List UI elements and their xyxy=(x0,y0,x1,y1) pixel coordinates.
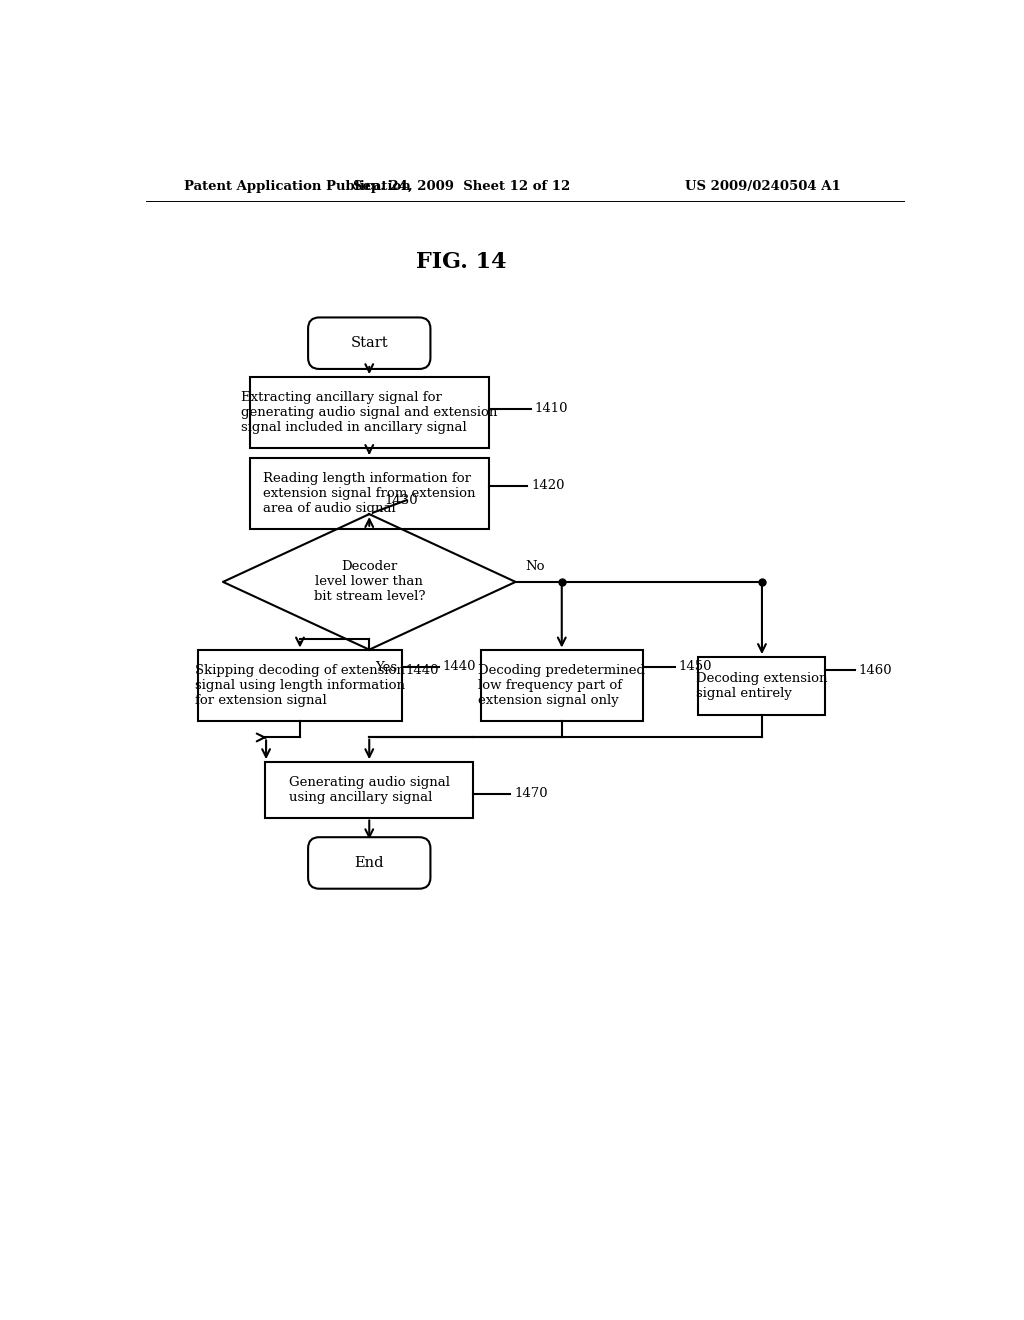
FancyBboxPatch shape xyxy=(250,458,488,529)
Text: 1470: 1470 xyxy=(514,787,548,800)
Text: 1450: 1450 xyxy=(679,660,713,673)
Text: 1420: 1420 xyxy=(531,479,564,492)
Text: Skipping decoding of extension
signal using length information
for extension sig: Skipping decoding of extension signal us… xyxy=(195,664,404,708)
FancyBboxPatch shape xyxy=(308,317,430,370)
Text: FIG. 14: FIG. 14 xyxy=(417,251,507,273)
FancyBboxPatch shape xyxy=(698,657,825,714)
Text: Sep. 24, 2009  Sheet 12 of 12: Sep. 24, 2009 Sheet 12 of 12 xyxy=(353,181,570,194)
Text: End: End xyxy=(354,855,384,870)
Text: Start: Start xyxy=(350,337,388,350)
Text: Patent Application Publication: Patent Application Publication xyxy=(184,181,412,194)
Text: Decoding predetermined
low frequency part of
extension signal only: Decoding predetermined low frequency par… xyxy=(478,664,645,708)
FancyBboxPatch shape xyxy=(265,762,473,817)
Text: 1410: 1410 xyxy=(535,403,568,416)
Text: Reading length information for
extension signal from extension
area of audio sig: Reading length information for extension… xyxy=(263,471,475,515)
Text: 1430: 1430 xyxy=(385,494,418,507)
Text: 1460: 1460 xyxy=(858,664,892,677)
Text: Extracting ancillary signal for
generating audio signal and extension
signal inc: Extracting ancillary signal for generati… xyxy=(241,391,498,434)
Text: Decoding extension
signal entirely: Decoding extension signal entirely xyxy=(696,672,827,700)
Text: US 2009/0240504 A1: US 2009/0240504 A1 xyxy=(685,181,841,194)
FancyBboxPatch shape xyxy=(308,837,430,888)
FancyBboxPatch shape xyxy=(198,651,402,721)
FancyBboxPatch shape xyxy=(250,378,488,447)
Text: Decoder
level lower than
bit stream level?: Decoder level lower than bit stream leve… xyxy=(313,561,425,603)
Text: Yes: Yes xyxy=(376,661,397,675)
Text: No: No xyxy=(524,560,545,573)
Text: 1440: 1440 xyxy=(406,664,439,677)
Text: 1440: 1440 xyxy=(442,660,476,673)
Text: Generating audio signal
using ancillary signal: Generating audio signal using ancillary … xyxy=(289,776,450,804)
FancyBboxPatch shape xyxy=(481,651,643,721)
